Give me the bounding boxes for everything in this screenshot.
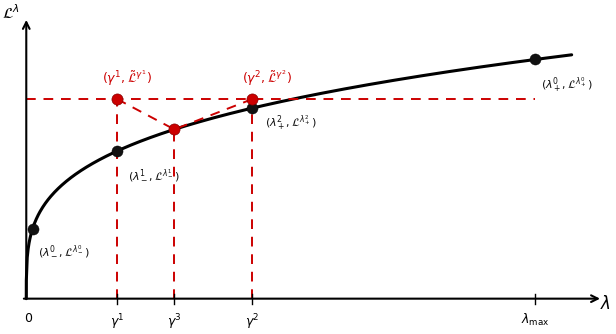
Text: $\gamma^2$: $\gamma^2$	[245, 312, 259, 332]
Text: $\lambda$: $\lambda$	[600, 295, 611, 313]
Text: $\gamma^3$: $\gamma^3$	[167, 312, 182, 332]
Text: $\lambda_{\mathrm{max}}$: $\lambda_{\mathrm{max}}$	[521, 312, 549, 328]
Text: $(\lambda^0_-, \mathcal{L}^{\lambda^0_-})$: $(\lambda^0_-, \mathcal{L}^{\lambda^0_-}…	[38, 244, 89, 259]
Text: $\gamma^1$: $\gamma^1$	[110, 312, 124, 332]
Text: $(\lambda^2_+, \mathcal{L}^{\lambda^2_+})$: $(\lambda^2_+, \mathcal{L}^{\lambda^2_+}…	[265, 114, 317, 132]
Text: $(\gamma^1, \tilde{\mathcal{L}}^{\gamma^1})$: $(\gamma^1, \tilde{\mathcal{L}}^{\gamma^…	[102, 68, 152, 88]
Text: $0$: $0$	[24, 312, 33, 325]
Text: $(\lambda^1_-, \mathcal{L}^{\lambda^1_-})$: $(\lambda^1_-, \mathcal{L}^{\lambda^1_-}…	[128, 167, 179, 183]
Text: $(\lambda^0_+, \mathcal{L}^{\lambda^0_+})$: $(\lambda^0_+, \mathcal{L}^{\lambda^0_+}…	[540, 76, 592, 94]
Text: $\mathcal{L}^\lambda$: $\mathcal{L}^\lambda$	[2, 3, 20, 20]
Text: $(\gamma^2, \tilde{\mathcal{L}}^{\gamma^2})$: $(\gamma^2, \tilde{\mathcal{L}}^{\gamma^…	[242, 68, 291, 88]
